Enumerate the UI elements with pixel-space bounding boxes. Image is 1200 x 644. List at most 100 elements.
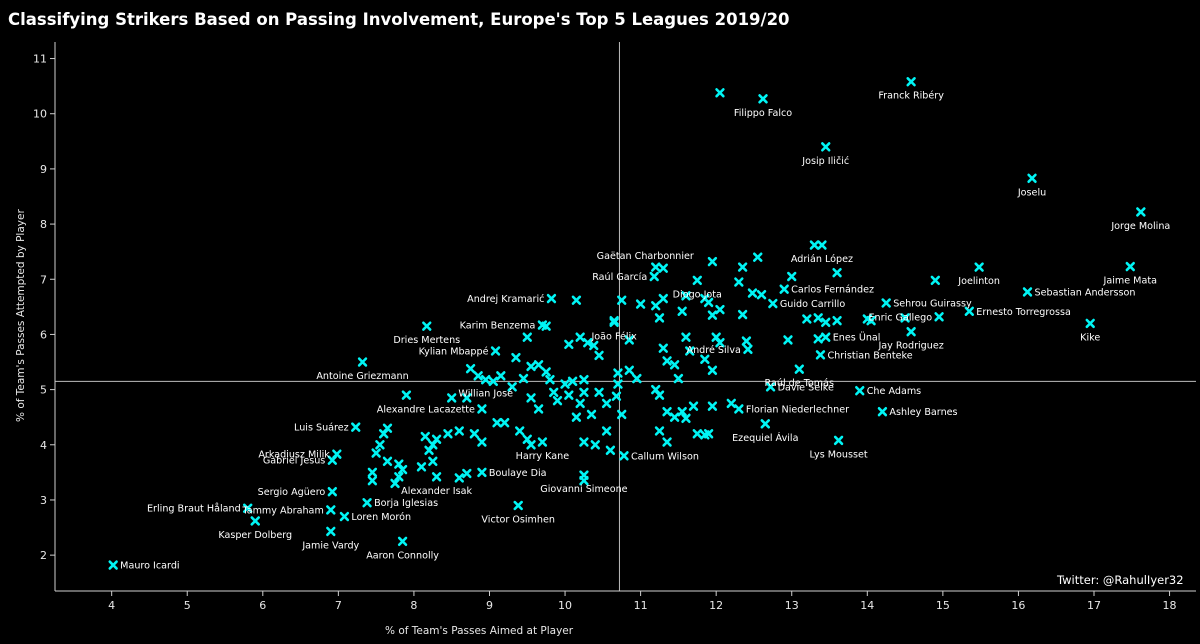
y-tick-label: 5 (40, 384, 47, 397)
point-label: João Félix (590, 330, 637, 342)
y-tick-label: 9 (40, 163, 47, 176)
data-point (108, 560, 118, 570)
data-point (515, 426, 525, 436)
data-point (832, 315, 842, 326)
data-point (651, 301, 661, 311)
point-labels: Franck Ribéry Filippo Falco Josip Iličić Jo… (120, 90, 1170, 572)
data-point (817, 240, 827, 250)
data-point (662, 356, 672, 366)
data-point (703, 297, 714, 308)
data-point (758, 94, 768, 104)
x-tick-label: 11 (634, 599, 648, 612)
data-point (658, 293, 668, 304)
point-label: Harry Kane (516, 451, 570, 462)
data-point (900, 313, 910, 323)
data-point (367, 467, 378, 478)
data-point (454, 426, 464, 436)
data-point (477, 404, 487, 414)
data-point (855, 386, 865, 396)
data-point (821, 142, 831, 152)
data-point (564, 339, 574, 350)
data-point (700, 430, 710, 440)
data-point (546, 293, 557, 304)
x-tick-label: 14 (860, 599, 874, 612)
data-point (669, 360, 680, 370)
data-point (779, 284, 789, 294)
x-axis-title: % of Team's Passes Aimed at Player (385, 625, 574, 637)
data-point (327, 455, 338, 465)
data-point (428, 456, 438, 467)
data-point (431, 472, 442, 482)
point-label: Kike (1080, 332, 1100, 343)
data-point (662, 437, 672, 447)
data-point (526, 393, 536, 403)
point-label: Diogo Jota (673, 289, 722, 300)
data-point (533, 404, 544, 414)
data-point (768, 298, 778, 309)
point-label: Raúl García (592, 271, 647, 283)
point-label: Dries Mertens (393, 335, 460, 346)
data-point (681, 413, 691, 423)
data-point (624, 365, 634, 375)
data-point (821, 332, 831, 342)
data-point (490, 346, 501, 356)
data-point (420, 431, 430, 442)
credit-text: Twitter: @RahulIyer32 (1056, 573, 1184, 587)
data-point (617, 295, 627, 305)
data-point (756, 290, 767, 300)
data-point (560, 379, 570, 389)
point-label: Lys Mousset (810, 449, 868, 460)
data-point (586, 409, 597, 420)
data-point (747, 288, 758, 298)
data-point (492, 418, 502, 428)
data-point (760, 419, 770, 429)
data-point (707, 365, 718, 375)
data-point (564, 390, 574, 400)
data-point (613, 379, 623, 389)
data-point (964, 306, 975, 316)
data-point (930, 275, 941, 286)
data-point (974, 262, 984, 272)
data-point (809, 240, 820, 250)
data-point (681, 291, 691, 301)
data-point (351, 422, 361, 432)
point-label: Arkadiusz Milik (258, 450, 330, 461)
data-point (700, 354, 710, 364)
x-tick-label: 16 (1011, 599, 1025, 612)
point-label: Sergio Agüero (258, 487, 326, 498)
data-point (390, 478, 400, 489)
data-point (619, 451, 629, 461)
data-point (326, 526, 336, 537)
data-point (1022, 287, 1033, 297)
data-point (469, 429, 480, 439)
data-point (447, 393, 457, 403)
data-point (601, 398, 612, 409)
data-point (549, 387, 559, 398)
x-tick-label: 18 (1163, 599, 1177, 612)
data-point (617, 409, 627, 420)
point-label: Ernesto Torregrossa (976, 307, 1071, 318)
data-point (632, 373, 642, 384)
data-point (609, 317, 619, 327)
point-label: Jorge Molina (1110, 221, 1170, 232)
point-label: Callum Wilson (631, 451, 699, 462)
point-label: Filippo Falco (734, 108, 792, 119)
data-point (518, 373, 529, 384)
data-point (242, 503, 253, 513)
data-point (477, 437, 487, 447)
data-point (583, 338, 593, 348)
data-point (658, 263, 668, 273)
data-point (454, 473, 464, 483)
data-point (575, 398, 585, 409)
data-point (579, 437, 589, 447)
data-point (526, 361, 536, 372)
point-label: Adrián López (791, 253, 853, 265)
point-label: Enric Gallego (868, 312, 932, 323)
data-point (552, 395, 563, 406)
data-point (250, 516, 260, 526)
data-point (906, 77, 916, 87)
x-tick-label: 13 (785, 599, 799, 612)
data-point (649, 271, 659, 282)
data-point (571, 295, 582, 305)
point-label: Jamie Vardy (301, 540, 359, 551)
